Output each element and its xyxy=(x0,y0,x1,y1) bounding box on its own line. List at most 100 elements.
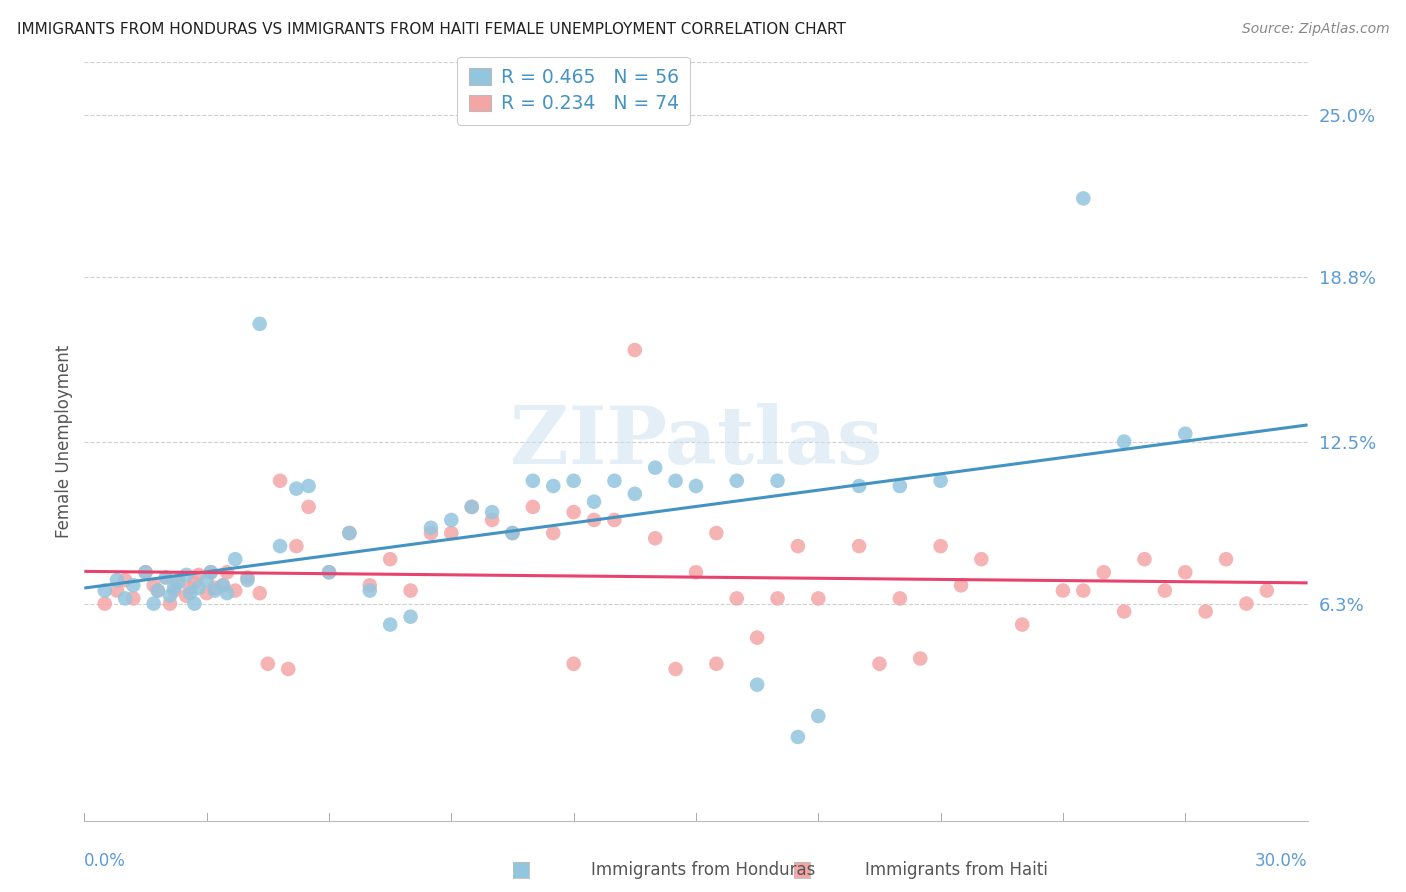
Point xyxy=(269,474,291,488)
Point xyxy=(766,591,789,606)
Point xyxy=(146,583,169,598)
Point xyxy=(212,578,235,592)
Point xyxy=(910,651,932,665)
Point xyxy=(889,479,911,493)
Legend: R = 0.465   N = 56, R = 0.234   N = 74: R = 0.465 N = 56, R = 0.234 N = 74 xyxy=(457,57,690,125)
Point xyxy=(583,513,606,527)
Point xyxy=(217,586,239,600)
Point xyxy=(200,566,222,580)
Point xyxy=(603,474,626,488)
Point xyxy=(1195,605,1218,619)
Point xyxy=(665,662,688,676)
Point xyxy=(146,583,169,598)
Point xyxy=(481,513,503,527)
Point xyxy=(105,583,128,598)
Point xyxy=(725,591,748,606)
Point xyxy=(380,552,402,566)
Point xyxy=(420,521,443,535)
Point xyxy=(440,526,463,541)
Point xyxy=(787,539,810,553)
Point xyxy=(236,573,259,587)
Point xyxy=(359,578,381,592)
Point xyxy=(706,526,728,541)
Text: 0.0%: 0.0% xyxy=(84,852,127,870)
Point xyxy=(93,583,115,598)
Point xyxy=(179,586,201,600)
Point xyxy=(644,531,666,545)
Point xyxy=(1236,597,1258,611)
Point xyxy=(318,566,340,580)
Point xyxy=(624,487,647,501)
Point xyxy=(420,526,443,541)
Point xyxy=(217,566,239,580)
Point xyxy=(285,482,308,496)
Point xyxy=(807,709,830,723)
Point xyxy=(339,526,361,541)
Point xyxy=(1073,583,1095,598)
Point xyxy=(461,500,484,514)
Point xyxy=(522,474,544,488)
Point xyxy=(848,479,870,493)
Point xyxy=(359,583,381,598)
Point xyxy=(204,581,226,595)
Point xyxy=(298,500,321,514)
Point xyxy=(200,566,222,580)
Point xyxy=(269,539,291,553)
Point xyxy=(1256,583,1278,598)
Point xyxy=(848,539,870,553)
Point xyxy=(1133,552,1156,566)
Point xyxy=(1011,617,1033,632)
Point xyxy=(766,474,789,488)
Point xyxy=(1052,583,1074,598)
Point xyxy=(195,586,218,600)
Point xyxy=(929,474,952,488)
Point xyxy=(889,591,911,606)
Point xyxy=(142,578,165,592)
Point xyxy=(603,513,626,527)
Point xyxy=(399,609,422,624)
Point xyxy=(155,570,177,584)
Point xyxy=(1215,552,1237,566)
Point xyxy=(461,500,484,514)
Point xyxy=(93,597,115,611)
Point xyxy=(380,617,402,632)
Point xyxy=(1114,434,1136,449)
Point xyxy=(685,479,707,493)
Point xyxy=(1073,191,1095,205)
Point xyxy=(950,578,973,592)
Point xyxy=(224,583,246,598)
Point xyxy=(1092,566,1115,580)
Point xyxy=(277,662,299,676)
Point xyxy=(787,730,810,744)
Text: IMMIGRANTS FROM HONDURAS VS IMMIGRANTS FROM HAITI FEMALE UNEMPLOYMENT CORRELATIO: IMMIGRANTS FROM HONDURAS VS IMMIGRANTS F… xyxy=(17,22,846,37)
Point xyxy=(155,570,177,584)
Point xyxy=(195,573,218,587)
Point xyxy=(685,566,707,580)
Point xyxy=(159,597,181,611)
Point xyxy=(105,573,128,587)
Point xyxy=(204,583,226,598)
Point xyxy=(249,317,271,331)
Point xyxy=(440,513,463,527)
Point xyxy=(929,539,952,553)
Point xyxy=(159,589,181,603)
Text: Immigrants from Honduras: Immigrants from Honduras xyxy=(591,861,815,879)
Y-axis label: Female Unemployment: Female Unemployment xyxy=(55,345,73,538)
Point xyxy=(522,500,544,514)
Point xyxy=(179,581,201,595)
Point xyxy=(142,597,165,611)
Point xyxy=(665,474,688,488)
Point xyxy=(1114,605,1136,619)
Point xyxy=(562,657,585,671)
Point xyxy=(502,526,524,541)
Point xyxy=(257,657,280,671)
Point xyxy=(747,631,769,645)
Point xyxy=(167,573,190,587)
Point xyxy=(285,539,308,553)
Point xyxy=(174,589,197,603)
Point xyxy=(970,552,993,566)
Point xyxy=(706,657,728,671)
Text: Immigrants from Haiti: Immigrants from Haiti xyxy=(865,861,1047,879)
Point xyxy=(224,552,246,566)
Point xyxy=(212,578,235,592)
